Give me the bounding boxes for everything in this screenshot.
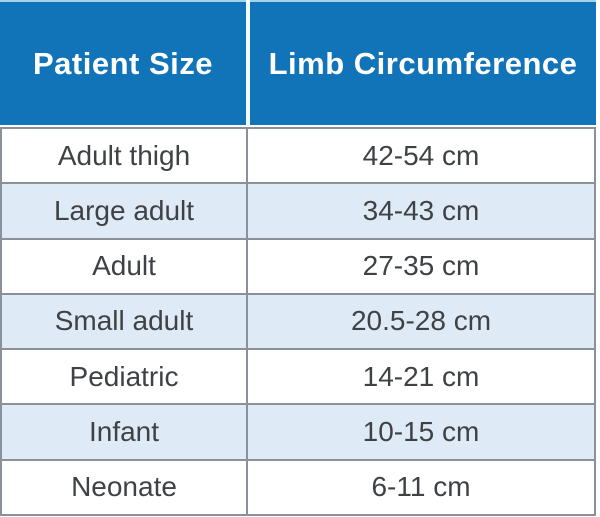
patient-size-cell: Infant (2, 405, 248, 459)
table-row: Adult 27-35 cm (2, 237, 594, 293)
patient-size-cell: Adult (2, 239, 248, 293)
table-row: Small adult 20.5-28 cm (2, 292, 594, 349)
patient-size-cell: Large adult (2, 184, 248, 238)
circumference-cell: 10-15 cm (362, 416, 480, 448)
table-row: Infant 10-15 cm (2, 403, 594, 459)
patient-size-cell: Adult thigh (2, 129, 248, 183)
table-row: Adult thigh 42-54 cm (2, 129, 594, 183)
circumference-cell: 27-35 cm (362, 250, 480, 282)
column-header-patient-size: Patient Size (0, 0, 246, 125)
circumference-cell: 14-21 cm (362, 360, 480, 392)
patient-size-cell: Neonate (2, 460, 248, 514)
circumference-cell: 42-54 cm (362, 139, 480, 171)
header-column-divider (246, 0, 250, 125)
table-row: Neonate 6-11 cm (2, 458, 594, 514)
table-header-row: Patient Size Limb Circumference (0, 0, 596, 125)
column-header-limb-circumference: Limb Circumference (250, 0, 596, 125)
patient-size-cell: Pediatric (2, 350, 248, 404)
table-row: Large adult 34-43 cm (2, 182, 594, 238)
table-body: Adult thigh 42-54 cm Large adult 34-43 c… (0, 127, 596, 516)
circumference-cell: 20.5-28 cm (350, 305, 492, 337)
circumference-cell: 6-11 cm (371, 471, 471, 503)
circumference-cell: 34-43 cm (362, 194, 480, 226)
table-row: Pediatric 14-21 cm (2, 348, 594, 404)
patient-size-cell: Small adult (2, 294, 248, 349)
